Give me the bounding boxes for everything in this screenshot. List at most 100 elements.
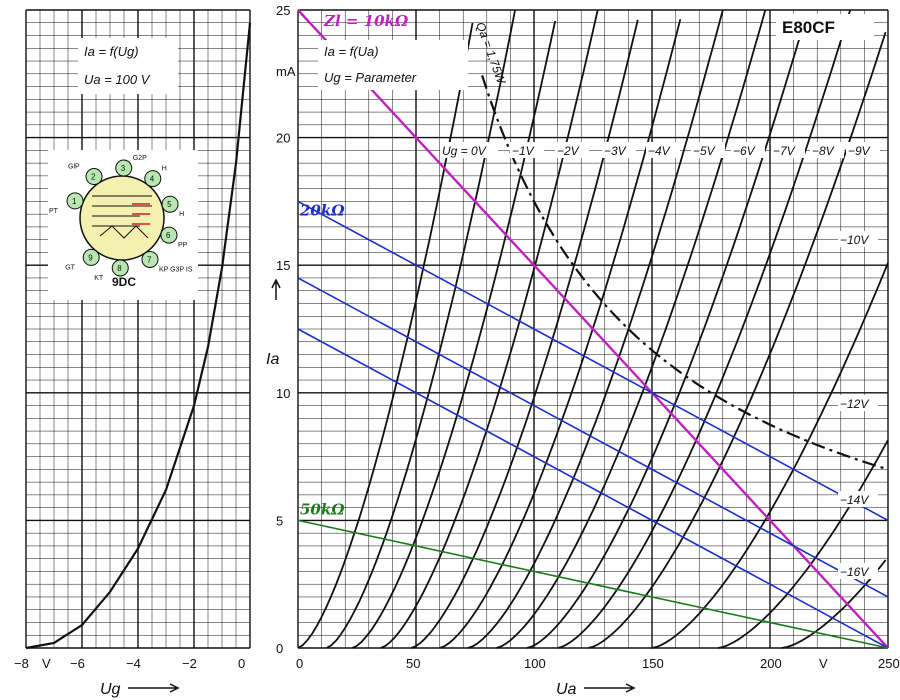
socket-pin-name: PP xyxy=(178,242,188,249)
curve-labels: Ug = 0V −1V −2V −3V −4V −5V −6V −7V −8V −9V −10V −1… xyxy=(440,20,880,579)
load-lines: Zl = 10kΩ 20kΩ 50kΩ xyxy=(297,9,889,649)
power-limit-line xyxy=(481,75,889,471)
left-x-tick-label: −6 xyxy=(70,656,85,671)
load-line-label: 50kΩ xyxy=(300,500,345,518)
left-x-tick-label: −4 xyxy=(126,656,141,671)
y-tick-label: 15 xyxy=(276,258,290,273)
x-tick-label: 200 xyxy=(760,656,782,671)
plate-curve-line xyxy=(351,20,557,649)
socket-pin-number: 6 xyxy=(166,231,171,240)
plate-curve-line xyxy=(781,559,887,649)
plate-curve-line xyxy=(410,19,639,649)
grid-voltage-label: −16V xyxy=(840,565,869,579)
y-axis-unit: mA xyxy=(276,64,296,79)
socket-pin-name: KT xyxy=(94,275,104,282)
power-limit-label: Qa = 1,75W xyxy=(473,20,509,87)
y-tick-label: 0 xyxy=(276,641,283,656)
plate-curve-line xyxy=(439,19,682,649)
grid-voltage-label: −14V xyxy=(840,493,869,507)
grid-voltage-label: −7V xyxy=(773,144,796,158)
socket-pin-number: 2 xyxy=(91,173,96,182)
socket-pin xyxy=(66,192,84,210)
socket-pin xyxy=(160,226,178,244)
y-axis-name: Ia xyxy=(266,351,279,368)
label-bg xyxy=(810,142,844,158)
left-x-axis-name: Ug xyxy=(100,681,121,698)
left-x-tick-label: V xyxy=(42,656,51,671)
socket-pin xyxy=(111,259,129,277)
title-box xyxy=(776,14,874,40)
x-tick-label: 250 xyxy=(878,656,900,671)
label-bg xyxy=(602,142,636,158)
plate-curve-line xyxy=(557,9,852,649)
x-tick-label: 50 xyxy=(406,656,420,671)
socket-pin-name: PT xyxy=(49,208,59,215)
socket-electrodes-icon xyxy=(92,195,152,239)
x-tick-label: 100 xyxy=(524,656,546,671)
label-bg xyxy=(691,142,725,158)
left-x-tick-label: −2 xyxy=(182,656,197,671)
plate-curve-line xyxy=(717,439,889,649)
grid-voltage-label: −3V xyxy=(604,144,627,158)
y-tick-label: 10 xyxy=(276,386,290,401)
load-line-label: 20kΩ xyxy=(299,201,345,219)
grid-voltage-label: Ug = 0V xyxy=(442,144,487,158)
label-bg xyxy=(646,142,680,158)
socket-pin xyxy=(144,170,162,188)
plate-curve-line xyxy=(495,9,767,649)
socket-pin-number: 9 xyxy=(88,253,93,262)
load-line xyxy=(297,200,889,522)
label-bg xyxy=(440,142,498,158)
grid-voltage-label: −10V xyxy=(840,233,869,247)
socket-pin-name: H xyxy=(162,166,167,173)
grid-voltage-label: −1V xyxy=(512,144,535,158)
load-line xyxy=(297,328,889,649)
transfer-curve xyxy=(25,22,252,650)
socket-pin-name: GlP xyxy=(68,164,80,171)
socket-pin-number: 8 xyxy=(117,264,122,273)
load-line-label: Zl = 10kΩ xyxy=(323,12,409,30)
label-bg xyxy=(838,491,878,507)
socket-pin-name: G2P xyxy=(133,155,147,162)
socket-pin-number: 1 xyxy=(72,197,77,206)
plate-curve-line xyxy=(651,262,889,649)
left-x-arrow-icon xyxy=(128,683,180,693)
load-line xyxy=(297,519,889,649)
socket-pin xyxy=(161,195,179,213)
plate-curve-line xyxy=(588,31,887,649)
left-formula-line1: Ia = f(Ug) xyxy=(84,44,139,59)
socket-pin xyxy=(141,250,159,268)
right-formula-box xyxy=(318,40,468,90)
socket-grid-icon xyxy=(132,203,150,225)
left-x-tick-label: −8 xyxy=(14,656,29,671)
label-bg xyxy=(838,395,878,411)
x-tick-label: 0 xyxy=(296,656,303,671)
grid-voltage-label: −4V xyxy=(648,144,671,158)
socket-base-label: 9DC xyxy=(112,275,136,289)
plate-curve-line xyxy=(325,9,516,649)
socket-pin xyxy=(85,168,103,186)
y-tick-label: 5 xyxy=(276,513,283,528)
socket-pin xyxy=(82,248,100,266)
y-tick-label: 25 xyxy=(276,3,290,18)
load-line xyxy=(297,277,889,598)
label-bg xyxy=(838,231,878,247)
y-axis-arrow-icon xyxy=(271,278,281,300)
load-line xyxy=(297,9,889,649)
right-formula-line1: Ia = f(Ua) xyxy=(324,44,379,59)
plate-curve-line xyxy=(380,9,599,649)
socket-pin-number: 7 xyxy=(147,255,152,264)
right-x-axis-name: Ua xyxy=(556,681,577,698)
socket-pin-name: GT xyxy=(65,264,75,271)
x-tick-label: V xyxy=(819,656,828,671)
left-x-tick-label: 0 xyxy=(238,656,245,671)
grid-voltage-label: −8V xyxy=(812,144,835,158)
power-limit-curve xyxy=(481,75,889,471)
socket-pin-name: H xyxy=(179,211,184,218)
x-tick-label: 150 xyxy=(642,656,664,671)
socket-pin-number: 3 xyxy=(121,164,126,173)
label-bg xyxy=(846,142,880,158)
